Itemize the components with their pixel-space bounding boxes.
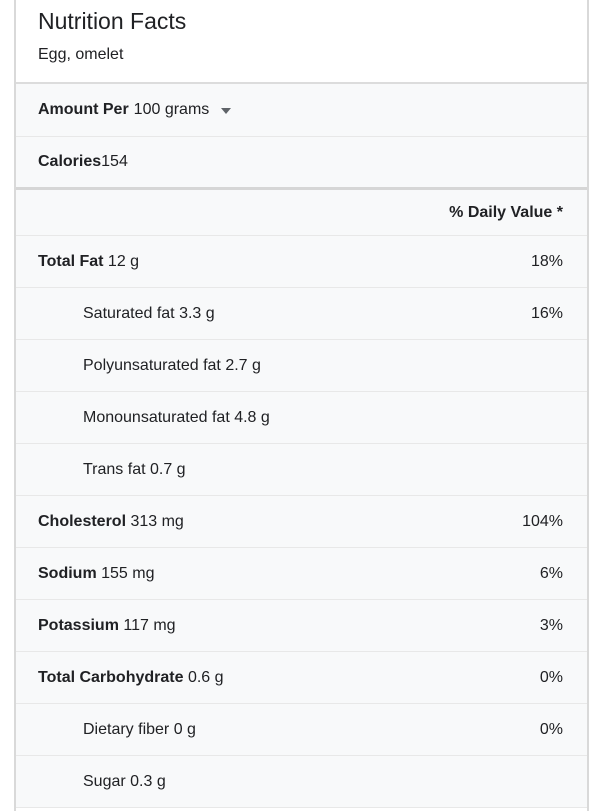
nutrient-row: Total Carbohydrate 0.6 g 0% <box>16 652 587 704</box>
nutrient-row: Cholesterol 313 mg 104% <box>16 496 587 548</box>
calories-value: 154 <box>101 153 128 170</box>
serving-size-dropdown[interactable]: 100 grams <box>134 101 232 119</box>
nutrient-name-and-amount: Total Carbohydrate 0.6 g <box>38 669 540 687</box>
nutrient-label: Potassium <box>38 616 119 634</box>
calories-label: Calories <box>38 153 102 170</box>
nutrient-amount: 0.6 g <box>183 668 224 686</box>
nutrient-amount: 0 g <box>169 720 196 738</box>
amount-per-label: Amount Per <box>38 101 129 118</box>
nutrient-amount: 0.3 g <box>125 772 166 790</box>
nutrient-row: Saturated fat 3.3 g 16% <box>16 288 587 340</box>
nutrient-name-and-amount: Potassium 117 mg <box>38 617 540 635</box>
nutrient-label: Sugar <box>83 772 126 790</box>
daily-value-header: % Daily Value * <box>449 203 563 221</box>
daily-value-header-row: % Daily Value * <box>16 190 587 236</box>
nutrient-label: Total Fat <box>38 252 104 270</box>
amount-per-row: Amount Per 100 grams <box>16 84 587 137</box>
nutrient-row: Monounsaturated fat 4.8 g <box>16 392 587 444</box>
nutrient-row: Dietary fiber 0 g 0% <box>16 704 587 756</box>
nutrient-amount: 12 g <box>103 252 140 270</box>
nutrient-amount: 0.7 g <box>145 460 186 478</box>
nutrient-name-and-amount: Total Fat 12 g <box>38 253 531 271</box>
nutrient-name-and-amount: Sodium 155 mg <box>38 565 540 583</box>
daily-value-percent: 16% <box>530 304 563 322</box>
nutrient-name-and-amount: Saturated fat 3.3 g <box>83 305 531 323</box>
daily-value-percent: 104% <box>522 512 563 530</box>
nutrient-amount: 2.7 g <box>220 356 261 374</box>
nutrient-label: Monounsaturated fat <box>83 408 230 426</box>
nutrient-amount: 3.3 g <box>174 304 215 322</box>
nutrient-rows: Total Fat 12 g 18% Saturated fat 3.3 g 16% P… <box>16 236 587 808</box>
nutrient-name-and-amount: Polyunsaturated fat 2.7 g <box>83 357 563 375</box>
nutrient-label: Saturated fat <box>83 304 175 322</box>
nutrient-row: Polyunsaturated fat 2.7 g <box>16 340 587 392</box>
panel-header: Nutrition Facts Egg, omelet <box>16 0 587 84</box>
nutrient-row: Sugar 0.3 g <box>16 756 587 808</box>
page-title: Nutrition Facts <box>38 8 187 34</box>
nutrition-body: Amount Per 100 grams Calories 154 % Dail… <box>16 84 587 808</box>
nutrient-name-and-amount: Trans fat 0.7 g <box>83 461 563 479</box>
nutrient-row: Total Fat 12 g 18% <box>16 236 587 288</box>
nutrient-label: Sodium <box>38 564 97 582</box>
food-name: Egg, omelet <box>38 46 124 63</box>
nutrient-amount: 117 mg <box>118 616 176 634</box>
nutrient-name-and-amount: Dietary fiber 0 g <box>83 721 540 739</box>
daily-value-percent: 0% <box>539 720 563 738</box>
chevron-down-icon <box>221 108 232 114</box>
calories-row: Calories 154 <box>16 137 587 190</box>
daily-value-percent: 18% <box>530 252 563 270</box>
daily-value-percent: 3% <box>539 616 563 634</box>
nutrient-label: Cholesterol <box>38 512 127 530</box>
nutrition-facts-panel: Nutrition Facts Egg, omelet Amount Per 1… <box>14 0 589 811</box>
nutrient-amount: 313 mg <box>126 512 184 530</box>
nutrient-row: Sodium 155 mg 6% <box>16 548 587 600</box>
nutrient-row: Potassium 117 mg 3% <box>16 600 587 652</box>
nutrient-amount: 4.8 g <box>229 408 270 426</box>
nutrient-name-and-amount: Sugar 0.3 g <box>83 773 563 791</box>
nutrient-row: Trans fat 0.7 g <box>16 444 587 496</box>
nutrient-label: Polyunsaturated fat <box>83 356 221 374</box>
daily-value-percent: 0% <box>539 668 563 686</box>
nutrient-amount: 155 mg <box>96 564 155 582</box>
serving-size-value: 100 grams <box>133 101 210 118</box>
nutrient-label: Total Carbohydrate <box>38 668 184 686</box>
nutrient-name-and-amount: Cholesterol 313 mg <box>38 513 522 531</box>
nutrient-label: Dietary fiber <box>83 720 170 738</box>
nutrient-label: Trans fat <box>83 460 146 478</box>
nutrient-name-and-amount: Monounsaturated fat 4.8 g <box>83 409 563 427</box>
daily-value-percent: 6% <box>539 564 563 582</box>
